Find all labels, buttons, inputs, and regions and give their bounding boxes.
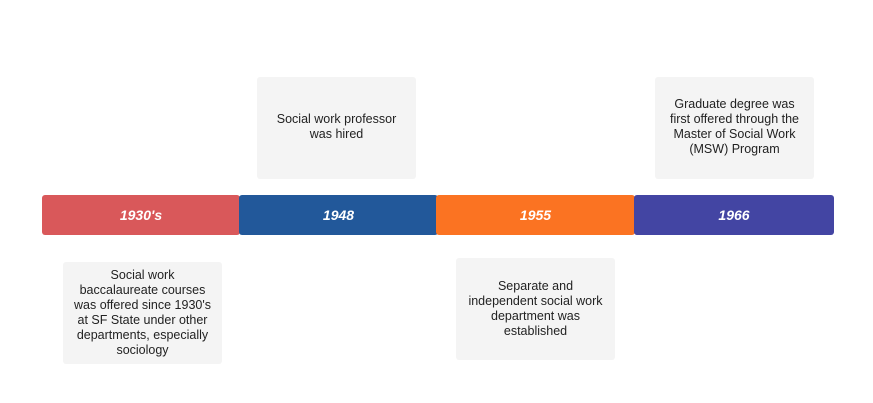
event-date: 1955 [436,195,635,235]
event-date: 1930's [42,195,240,235]
event-date: 1948 [239,195,438,235]
event-date: 1966 [634,195,834,235]
event-description: Graduate degree was first offered throug… [655,77,814,179]
event-description: Social work baccalaureate courses was of… [63,262,222,364]
event-description: Social work professor was hired [257,77,416,179]
event-description: Separate and independent social work dep… [456,258,615,360]
